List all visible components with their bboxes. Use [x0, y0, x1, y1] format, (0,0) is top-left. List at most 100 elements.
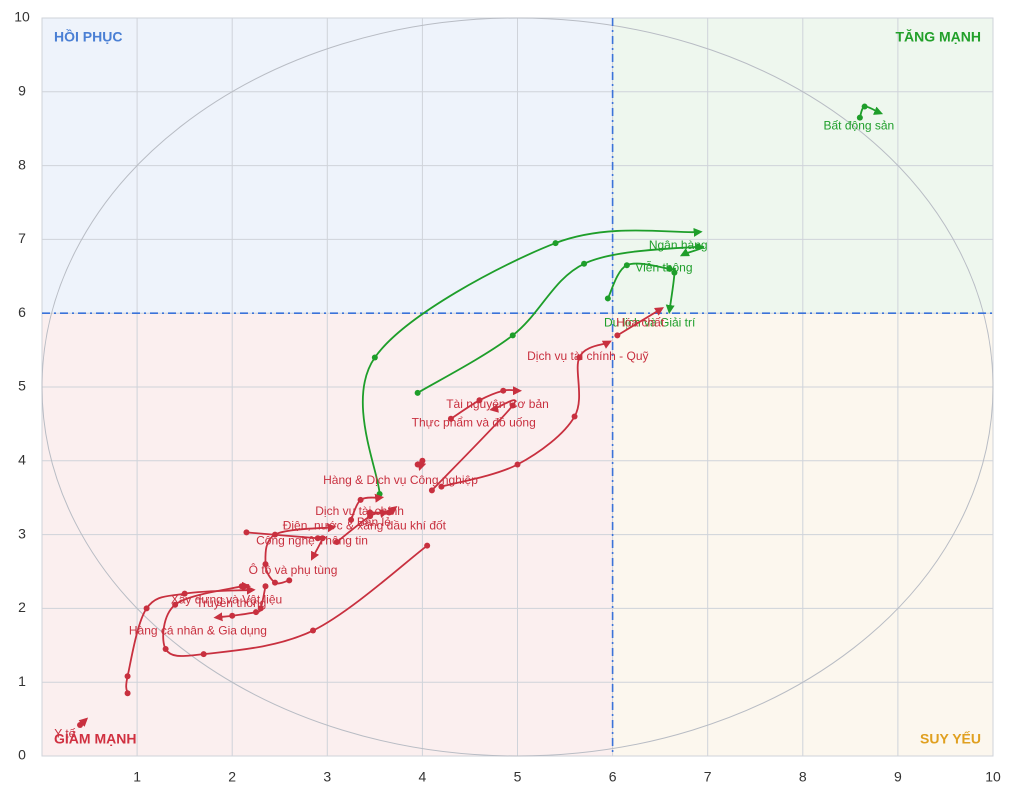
point	[447, 415, 454, 422]
x-tick-label: 1	[133, 769, 141, 785]
x-tick-label: 9	[894, 769, 902, 785]
point	[695, 243, 702, 250]
point	[252, 609, 259, 616]
series-label: Hóa chất	[616, 316, 665, 330]
y-tick-label: 6	[18, 304, 26, 320]
point	[500, 387, 507, 394]
quadrant-label: HỒI PHỤC	[54, 28, 122, 45]
quadrant-label: SUY YẾU	[920, 731, 981, 747]
series-label: Truyền thông	[196, 596, 266, 610]
x-tick-label: 2	[228, 769, 236, 785]
series: Du lịch và Giải trí	[604, 262, 696, 330]
series-label: Dịch vụ tài chính - Quỹ	[527, 349, 648, 363]
point	[604, 295, 611, 302]
point	[243, 529, 250, 536]
ellipse	[41, 17, 994, 757]
point	[514, 461, 521, 468]
point	[861, 103, 868, 110]
series-label: Bất động sản	[824, 119, 895, 133]
point	[476, 397, 483, 404]
trail	[431, 399, 516, 491]
point	[666, 265, 673, 272]
quadrant-label: TĂNG MẠNH	[895, 29, 981, 45]
series-label: Ô tô và phụ tùng	[249, 562, 338, 577]
x-tick-label: 8	[799, 769, 807, 785]
y-tick-label: 7	[18, 230, 26, 246]
y-tick-label: 8	[18, 156, 26, 172]
quadrant-label: GIẢM MẠNH	[54, 731, 136, 747]
series: Thực phẩm và đồ uống	[412, 399, 536, 494]
series-label: Hàng & Dịch vụ Công nghiệp	[323, 473, 478, 487]
series: Ô tô và phụ tùng	[243, 529, 337, 577]
series-label: Du lịch và Giải trí	[604, 316, 696, 330]
trail	[361, 227, 703, 495]
series: Xây dựng và Vật liệu	[162, 542, 431, 658]
point	[856, 114, 863, 121]
point	[623, 262, 630, 269]
point	[286, 577, 293, 584]
point	[552, 240, 559, 247]
point	[509, 332, 516, 339]
series: Hóa chất	[614, 307, 665, 339]
point	[671, 269, 678, 276]
x-tick-label: 10	[985, 769, 1001, 785]
series: Bất động sản	[824, 103, 895, 133]
series: Truyền thông	[124, 585, 266, 697]
y-tick-label: 9	[18, 83, 26, 99]
point	[333, 538, 340, 545]
x-tick-label: 6	[609, 769, 617, 785]
trail	[417, 245, 705, 394]
series-label: Công nghệ Thông tin	[256, 533, 368, 547]
point	[614, 332, 621, 339]
series: Điện, nước & xăng dầu khí đốt	[283, 509, 447, 545]
series-label: Xây dựng và Vật liệu	[171, 592, 282, 606]
point	[424, 542, 431, 549]
point	[143, 605, 150, 612]
series-label: Viễn thông	[635, 259, 692, 274]
y-tick-label: 4	[18, 452, 26, 468]
point	[414, 389, 421, 396]
point	[509, 402, 516, 409]
point	[310, 627, 317, 634]
point	[419, 457, 426, 464]
point	[238, 583, 245, 590]
point	[376, 491, 383, 498]
y-tick-label: 3	[18, 525, 26, 541]
series: Viễn thông	[414, 243, 705, 396]
series: Dịch vụ tài chính - Quỹ	[438, 340, 649, 490]
x-tick-label: 5	[514, 769, 522, 785]
point	[367, 513, 374, 520]
point	[271, 579, 278, 586]
y-tick-label: 10	[14, 9, 30, 25]
point	[181, 590, 188, 597]
series-label: Thực phẩm và đồ uống	[412, 415, 536, 429]
point	[581, 260, 588, 267]
point	[357, 496, 364, 503]
x-tick-label: 4	[419, 769, 427, 785]
series-label: Điện, nước & xăng dầu khí đốt	[283, 519, 447, 533]
point	[77, 722, 84, 729]
point	[262, 583, 269, 590]
series-label: Y tế	[54, 727, 75, 741]
y-tick-label: 1	[18, 673, 26, 689]
point	[348, 516, 355, 523]
series: Hàng & Dịch vụ Công nghiệp	[323, 457, 478, 487]
y-tick-label: 5	[18, 378, 26, 394]
point	[262, 561, 269, 568]
point	[200, 651, 207, 658]
point	[571, 413, 578, 420]
y-tick-label: 2	[18, 599, 26, 615]
point	[229, 612, 236, 619]
x-tick-label: 7	[704, 769, 712, 785]
point	[576, 354, 583, 361]
point	[172, 601, 179, 608]
point	[162, 645, 169, 652]
point	[428, 487, 435, 494]
series-label: Tài nguyên Cơ bản	[446, 397, 549, 411]
trail	[450, 386, 522, 420]
point	[438, 483, 445, 490]
point	[414, 461, 421, 468]
point	[314, 535, 321, 542]
series: Hàng cá nhân & Gia dụng	[129, 583, 269, 637]
